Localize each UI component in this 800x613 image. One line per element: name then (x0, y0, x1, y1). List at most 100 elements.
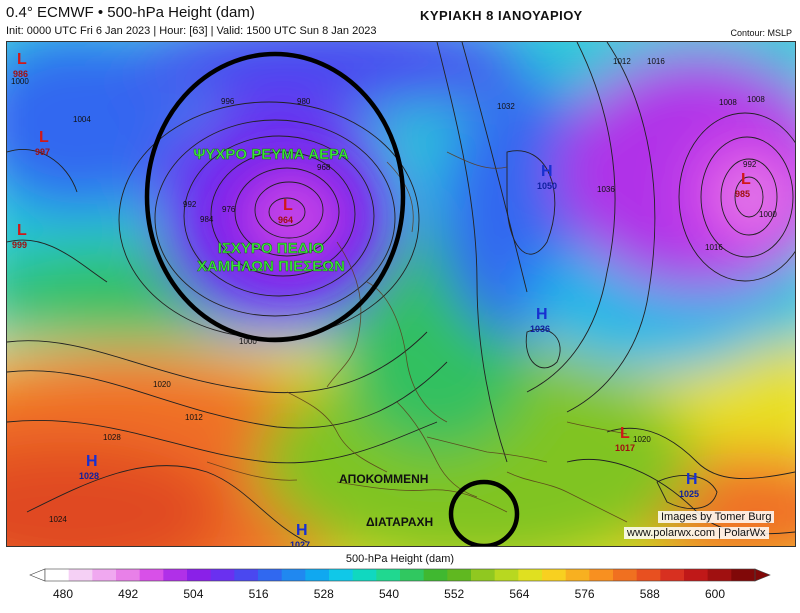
low-center-value: 1017 (615, 443, 635, 453)
colorbar (29, 568, 771, 582)
high-center-value: 1027 (290, 540, 310, 546)
low-center-value: 999 (12, 240, 27, 250)
low-center-icon: L (39, 129, 49, 146)
colorbar-swatch (731, 569, 756, 581)
low-field-label-line2: ΧΑΜΗΛΩΝ ΠΙΕΣΕΩΝ (197, 258, 345, 275)
isobar-label: 996 (221, 97, 235, 106)
colorbar-swatch (684, 569, 709, 581)
disturbance-highlight-circle (448, 479, 520, 546)
height-field (7, 42, 795, 546)
high-center-value: 1025 (679, 489, 699, 499)
low-center-value: 986 (13, 69, 28, 79)
isobar-label: 1012 (185, 413, 203, 422)
isolated-label: ΑΠΟΚΟΜΜΕΝΗ (339, 472, 428, 486)
colorbar-swatch (613, 569, 638, 581)
high-center-icon: H (686, 471, 698, 488)
low-center-value: 985 (735, 189, 750, 199)
low-center-value: 964 (278, 215, 293, 225)
isobar-label: 1008 (747, 95, 765, 104)
isobar-label: 1016 (705, 243, 723, 252)
date-greek-label: ΚΥΡΙΑΚΗ 8 ΙΑΝΟΥΑΡΙΟΥ (420, 8, 583, 23)
isobar-labels: 1000 992 984 976 968 980 996 1004 1012 1… (11, 57, 777, 524)
isobar-label: 1028 (103, 433, 121, 442)
colorbar-tick-label: 588 (639, 587, 660, 601)
isobar-label: 1020 (153, 380, 171, 389)
isobar-label: 968 (317, 163, 331, 172)
colorbar-swatch (116, 569, 141, 581)
colorbar-swatch (565, 569, 590, 581)
colorbar-swatch (281, 569, 306, 581)
colorbar-extend-low (29, 568, 46, 582)
colorbar-swatch (494, 569, 519, 581)
credit-website[interactable]: www.polarwx.com | PolarWx (624, 527, 769, 539)
low-center-value: 997 (35, 147, 50, 157)
isobars-east-low (678, 112, 795, 282)
low-highlight-circle (144, 51, 406, 343)
isobar-label: 1012 (613, 57, 631, 66)
low-center-icon: L (17, 51, 27, 68)
colorbar-tick-label: 600 (704, 587, 726, 601)
isobar-label: 1024 (49, 515, 67, 524)
high-center-value: 1036 (530, 324, 550, 334)
colorbar-title: 500-hPa Height (dam) (345, 553, 455, 565)
colorbar-swatch (471, 569, 496, 581)
annotation-circles (144, 51, 520, 546)
colorbar-swatch (329, 569, 354, 581)
colorbar-tick-label: 480 (52, 587, 74, 601)
colorbar-swatch (210, 569, 235, 581)
colorbar-swatch (352, 569, 377, 581)
colorbar-swatch (636, 569, 661, 581)
low-center-icon: L (283, 197, 293, 214)
contour-note: Contour: MSLP (730, 28, 792, 38)
weather-map: 1000 992 984 976 968 980 996 1004 1012 1… (6, 41, 796, 547)
isobar-label: 976 (222, 205, 236, 214)
colorbar-swatch (305, 569, 330, 581)
isobar-label: 992 (743, 160, 757, 169)
colorbar-tick-label: 552 (444, 587, 465, 601)
high-center-value: 1050 (537, 181, 557, 191)
colorbar-swatch (163, 569, 188, 581)
colorbar-swatch (542, 569, 567, 581)
isobars-flow (7, 42, 795, 543)
isobar-label: 984 (200, 215, 214, 224)
colorbar-swatch (707, 569, 732, 581)
isobar-label: 1032 (497, 102, 515, 111)
high-center-value: 1028 (79, 471, 99, 481)
low-center-icon: L (741, 171, 751, 188)
cold-air-label: ΨΥΧΡΟ ΡΕΥΜΑ ΑΕΡΑ (193, 146, 349, 163)
pressure-centers: L 986 L 997 L 999 L 964 H 1050 H 1036 L … (12, 51, 751, 546)
isobar-label: 1000 (11, 77, 29, 86)
colorbar-tick-label: 540 (378, 587, 400, 601)
isobar-label: 1000 (759, 210, 777, 219)
isobar-label: 1008 (719, 98, 737, 107)
colorbar-swatch (139, 569, 164, 581)
isobars-main-low (118, 101, 420, 339)
colorbar-swatch (68, 569, 93, 581)
colorbar-swatch (518, 569, 543, 581)
colorbar-tick-label: 492 (118, 587, 139, 601)
colorbar-swatch (92, 569, 117, 581)
colorbar-tick-label: 504 (183, 587, 204, 601)
map-canvas: 1000 992 984 976 968 980 996 1004 1012 1… (7, 42, 795, 546)
disturbance-label: ΔΙΑΤΑΡΑΧΗ (366, 515, 433, 529)
colorbar-tick-label: 528 (313, 587, 334, 601)
isobar-label: 980 (297, 97, 311, 106)
page-title: 0.4° ECMWF • 500-hPa Height (dam) (6, 4, 255, 21)
colorbar-tick-label: 576 (574, 587, 595, 601)
run-info: Init: 0000 UTC Fri 6 Jan 2023 | Hour: [6… (6, 25, 377, 37)
colorbar-border (44, 568, 756, 582)
colorbar-swatch (45, 569, 70, 581)
low-center-icon: L (17, 222, 27, 239)
colorbar-swatch (423, 569, 448, 581)
colorbar-swatch (258, 569, 283, 581)
credit-author: Images by Tomer Burg (658, 511, 775, 523)
high-center-icon: H (536, 306, 548, 323)
high-center-icon: H (86, 453, 98, 470)
high-center-icon: H (296, 522, 308, 539)
low-core-field (207, 147, 787, 287)
colorbar-extend-high (754, 568, 771, 582)
isobar-label: 1036 (597, 185, 615, 194)
colorbar-swatch (234, 569, 259, 581)
isobar-label: 1004 (73, 115, 91, 124)
colorbar-tick-label: 564 (509, 587, 530, 601)
